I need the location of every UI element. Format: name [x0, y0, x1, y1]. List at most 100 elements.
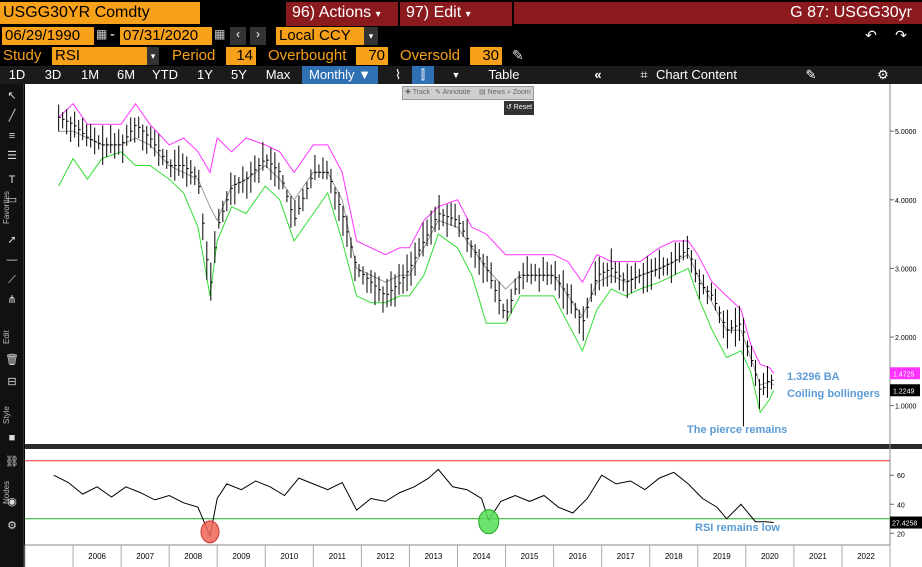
bar-chart-icon[interactable]: ⫿: [412, 66, 434, 84]
price-note-2: Coiling bollingers: [787, 388, 880, 400]
x-tick-label: 2007: [136, 552, 154, 561]
period-max[interactable]: Max: [265, 67, 291, 82]
x-tick-label: 2006: [88, 552, 106, 561]
hline-icon[interactable]: —: [6, 254, 18, 266]
start-date-input[interactable]: 06/29/1990: [2, 27, 94, 45]
period-1d[interactable]: 1D: [8, 67, 26, 82]
rsi-line: [53, 468, 774, 538]
calendar-icon[interactable]: ▦: [96, 27, 108, 41]
study-select[interactable]: RSI: [52, 47, 147, 65]
channel-icon[interactable]: ≡: [8, 130, 16, 142]
chevron-down-icon[interactable]: ▼: [451, 70, 461, 80]
zoom-button[interactable]: ⌕ Zoom: [507, 89, 531, 96]
x-tick-label: 2016: [569, 552, 587, 561]
period-label: Period: [172, 47, 216, 64]
ticker-field[interactable]: USGG30YR Comdty: [0, 2, 200, 24]
pitchfork-icon[interactable]: ⋔: [7, 294, 17, 306]
pencil-icon[interactable]: ✎: [512, 47, 524, 63]
x-tick-label: 2010: [280, 552, 298, 561]
x-tick-label: 2020: [761, 552, 779, 561]
oversold-label: Oversold: [400, 47, 461, 64]
title-bar: USGG30YR Comdty 96) Actions ▾ 97) Edit ▾…: [0, 0, 922, 26]
next-arrow-icon[interactable]: ›: [250, 27, 266, 45]
chevron-down-icon[interactable]: ▾: [147, 47, 159, 65]
table-button[interactable]: Table: [488, 67, 520, 82]
rsi-tick-label: 40: [897, 502, 905, 509]
calendar-icon[interactable]: ▦: [214, 27, 226, 41]
settings-icon[interactable]: ⚙: [7, 520, 17, 532]
date-range-bar: 06/29/1990 ▦ - 07/31/2020 ▦ ‹ › Local CC…: [0, 26, 922, 46]
chart-content-icon: ⌗: [640, 67, 648, 82]
lower-bollinger-line: [58, 151, 775, 414]
collapse-icon[interactable]: «: [594, 67, 602, 82]
x-tick-label: 2009: [232, 552, 250, 561]
ruler-icon[interactable]: ⊟: [7, 376, 17, 388]
window-title: G 87: USGG30yr: [514, 2, 922, 24]
panel-divider: [25, 444, 922, 449]
line-chart-icon[interactable]: ⌇: [394, 67, 402, 82]
prev-arrow-icon[interactable]: ‹: [230, 27, 246, 45]
actions-label: 96) Actions: [292, 4, 372, 21]
last-price-tag: [890, 384, 920, 397]
x-tick-label: 2014: [473, 552, 491, 561]
last-price-tag-text: 1.2249: [893, 388, 915, 395]
mini-toolbar: ✚ Track ✎ Annotate ▤ News ⌕ Zoom: [402, 86, 534, 100]
y-tick-label: 1.0000: [895, 404, 917, 411]
oversold-circle-red: [200, 520, 220, 544]
track-button[interactable]: ✚ Track: [405, 89, 430, 96]
frequency-label: Monthly: [308, 67, 355, 82]
period-3d[interactable]: 3D: [44, 67, 62, 82]
x-tick-label: 2011: [329, 552, 347, 561]
edit-menu[interactable]: 97) Edit ▾: [400, 2, 512, 26]
overbought-input[interactable]: 70: [356, 47, 388, 65]
frequency-select[interactable]: Monthly ▼: [302, 66, 378, 84]
x-tick-label: 2019: [713, 552, 731, 561]
chart-content-button[interactable]: Chart Content: [656, 67, 737, 82]
x-tick-label: 2018: [665, 552, 683, 561]
trend-icon[interactable]: ⟋: [8, 274, 16, 286]
text-icon[interactable]: T: [8, 174, 16, 186]
period-ytd[interactable]: YTD: [152, 67, 178, 82]
rsi-last-tag: [890, 516, 922, 529]
y-tick-label: 4.0000: [895, 198, 917, 205]
redo-icon[interactable]: ↷: [895, 27, 907, 43]
x-tick-label: 2015: [521, 552, 539, 561]
arrow-icon[interactable]: ➚: [7, 234, 17, 246]
price-note-1: 1.3296 BA: [787, 371, 840, 383]
color-icon[interactable]: ■: [8, 432, 16, 444]
annotate-button[interactable]: ✎ Annotate: [435, 89, 471, 96]
x-tick-label: 2008: [184, 552, 202, 561]
left-tool-strip: ↖ ╱ ≡ ☰ T ▭ Favorites ➚ — ⟋ ⋔ Edit 🗑 ⊟ S…: [0, 84, 24, 567]
reset-button[interactable]: ↺ Reset: [504, 101, 534, 115]
period-5y[interactable]: 5Y: [231, 67, 247, 82]
y-tick-label: 5.0000: [895, 129, 917, 136]
draw-line-icon[interactable]: ╱: [8, 110, 16, 122]
period-1y[interactable]: 1Y: [197, 67, 213, 82]
period-6m[interactable]: 6M: [116, 67, 136, 82]
actions-menu[interactable]: 96) Actions ▾: [286, 2, 398, 26]
x-tick-label: 2012: [377, 552, 395, 561]
news-button[interactable]: ▤ News: [479, 89, 506, 96]
study-label: Study: [3, 47, 42, 64]
x-tick-label: 2013: [425, 552, 443, 561]
cursor-icon[interactable]: ↖: [7, 90, 17, 102]
pencil-icon: ✎: [435, 89, 441, 96]
oversold-input[interactable]: 30: [470, 47, 502, 65]
end-date-input[interactable]: 07/31/2020: [120, 27, 212, 45]
date-separator: -: [110, 26, 115, 43]
period-toolbar: 1D 3D 1M 6M YTD 1Y 5Y Max Monthly ▼ ⌇ ⫿ …: [0, 66, 922, 84]
chevron-down-icon: ▾: [375, 9, 381, 20]
link-icon[interactable]: ⛓: [5, 456, 19, 468]
rect-icon[interactable]: ▭: [6, 194, 18, 206]
gear-icon[interactable]: ⚙: [877, 67, 889, 82]
edit-icon[interactable]: ✎: [805, 67, 817, 82]
period-1m[interactable]: 1M: [80, 67, 100, 82]
period-input[interactable]: 14: [226, 47, 256, 65]
undo-icon[interactable]: ↶: [865, 27, 877, 43]
currency-select[interactable]: Local CCY: [276, 27, 364, 45]
node-icon[interactable]: ◉: [7, 496, 17, 508]
fib-icon[interactable]: ☰: [7, 150, 17, 162]
chevron-down-icon[interactable]: ▾: [364, 27, 378, 45]
trash-icon[interactable]: 🗑: [5, 354, 19, 366]
